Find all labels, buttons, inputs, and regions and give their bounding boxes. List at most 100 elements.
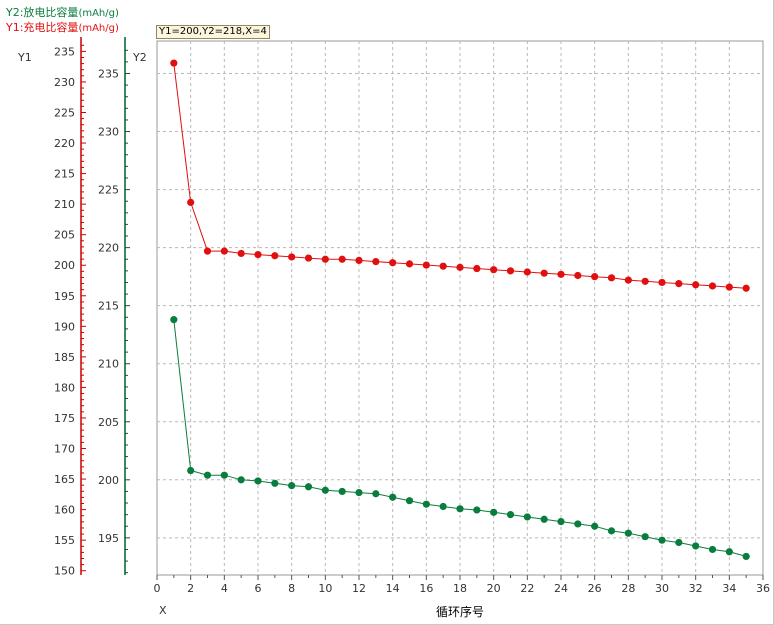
series-1-point xyxy=(692,281,700,289)
y2-tick-label: 225 xyxy=(98,184,119,197)
y1-tick-label: 195 xyxy=(54,290,75,303)
y2-tick-label: 230 xyxy=(98,126,119,139)
series-2-point xyxy=(355,488,363,497)
y2-tick-label: 210 xyxy=(98,358,119,371)
series-1-point xyxy=(675,280,683,288)
series-2-point xyxy=(624,529,632,537)
y2-tick-label: 195 xyxy=(98,532,119,545)
y1-tick-label: 150 xyxy=(54,565,75,578)
y1-tick-label: 175 xyxy=(54,412,75,425)
series-2-point xyxy=(338,487,346,496)
series-1-point xyxy=(456,263,464,271)
series-1-point xyxy=(540,269,548,277)
series-2-point xyxy=(506,511,515,519)
y2-tick-label: 200 xyxy=(98,474,119,487)
x-tick-label: 26 xyxy=(588,582,602,595)
series-2-point xyxy=(439,502,447,511)
y1-tick-label: 165 xyxy=(54,473,75,486)
series-1-point xyxy=(742,284,750,292)
series-1-point xyxy=(271,252,279,260)
y1-tick-label: 230 xyxy=(54,76,75,89)
x-tick-label: 14 xyxy=(386,582,400,595)
series-2-point xyxy=(725,548,733,556)
x-tick-label: 2 xyxy=(187,582,194,595)
series-2-point xyxy=(203,471,212,479)
y2-axis: 195 200 205 210 215 220 225 230 235 xyxy=(98,37,130,575)
series-1-point xyxy=(254,251,262,259)
series-2-point xyxy=(675,538,683,547)
series-1-point xyxy=(725,283,733,291)
series-1-point xyxy=(523,268,531,276)
series-2-point xyxy=(237,476,245,484)
series-2-point xyxy=(271,479,279,487)
y1-tick-label: 235 xyxy=(54,45,75,58)
y2-tick-label: 215 xyxy=(98,300,119,313)
series-2-point xyxy=(254,477,262,485)
legend-y1-label: Y1:充电比容量 xyxy=(6,21,79,34)
series-2-point xyxy=(523,513,531,521)
series-1-point xyxy=(624,276,632,284)
series-1-point xyxy=(439,262,447,270)
series-1-point xyxy=(641,277,649,285)
y2-tick-label: 220 xyxy=(98,242,119,255)
series-2-point xyxy=(220,471,228,479)
y1-tick-label: 210 xyxy=(54,198,75,211)
series-1-point xyxy=(220,247,228,255)
legend-y2-label: Y2:放电比容量 xyxy=(6,6,79,19)
y1-tick-label: 205 xyxy=(54,229,75,242)
legend-y1: Y1:充电比容量(mAh/g) xyxy=(6,21,119,35)
x-tick-label: 4 xyxy=(221,582,228,595)
series-1-point xyxy=(170,59,178,67)
series-2-point xyxy=(422,500,430,508)
series-2-point xyxy=(574,520,582,528)
y1-tick-label: 190 xyxy=(54,320,75,333)
x-tick-label: 0 xyxy=(154,582,161,595)
x-tick-label: 8 xyxy=(288,582,295,595)
hover-tooltip: Y1=200,Y2=218,X=4 xyxy=(156,25,270,39)
x-tick-label: 20 xyxy=(487,582,501,595)
series-1-point xyxy=(708,282,717,290)
series-2-point xyxy=(456,505,464,513)
y2-tick-label: 205 xyxy=(98,416,119,429)
x-tick-label: 18 xyxy=(453,582,467,595)
series-2-point xyxy=(607,527,616,535)
series-2-point xyxy=(658,536,666,544)
series-layer xyxy=(170,59,750,561)
series-2-point xyxy=(557,518,565,526)
series-1-point xyxy=(355,256,363,265)
x-tick-label: 22 xyxy=(520,582,534,595)
series-1-point xyxy=(607,274,616,282)
series-1-point xyxy=(338,255,346,263)
x-tick-label: 12 xyxy=(352,582,366,595)
series-2-point xyxy=(389,493,397,501)
series-2-point xyxy=(321,486,329,494)
series-2-point xyxy=(288,482,296,490)
y1-tick-label: 155 xyxy=(54,534,75,547)
series-1-point xyxy=(490,266,498,274)
y1-axis-name: Y1 xyxy=(18,51,32,64)
y1-axis: 150 155 160 165 170 175 180 185 190 195 200 205 210 2… xyxy=(54,37,86,578)
series-1-point xyxy=(321,255,329,263)
series-2-point xyxy=(473,506,481,514)
series-1-point xyxy=(557,270,565,278)
y1-tick-label: 225 xyxy=(54,106,75,119)
series-1-point xyxy=(506,267,515,275)
series-1-point xyxy=(237,249,245,258)
series-1-point xyxy=(187,198,195,206)
legend-y1-unit: (mAh/g) xyxy=(78,23,119,34)
series-2-point xyxy=(187,466,195,475)
series-2-point xyxy=(372,490,380,498)
y1-tick-label: 200 xyxy=(54,259,75,272)
series-2-point xyxy=(708,545,717,554)
series-2-point xyxy=(540,515,548,523)
x-axis-label: 循环序号 xyxy=(436,605,485,619)
series-1-point xyxy=(203,247,212,255)
legend-y2-unit: (mAh/g) xyxy=(78,8,119,19)
x-tick-label: 16 xyxy=(419,582,433,595)
series-1-point xyxy=(372,257,380,266)
x-tick-label: 32 xyxy=(689,582,703,595)
x-tick-label: 10 xyxy=(318,582,332,595)
series-1-point xyxy=(288,253,296,261)
series-2-point xyxy=(405,497,414,505)
